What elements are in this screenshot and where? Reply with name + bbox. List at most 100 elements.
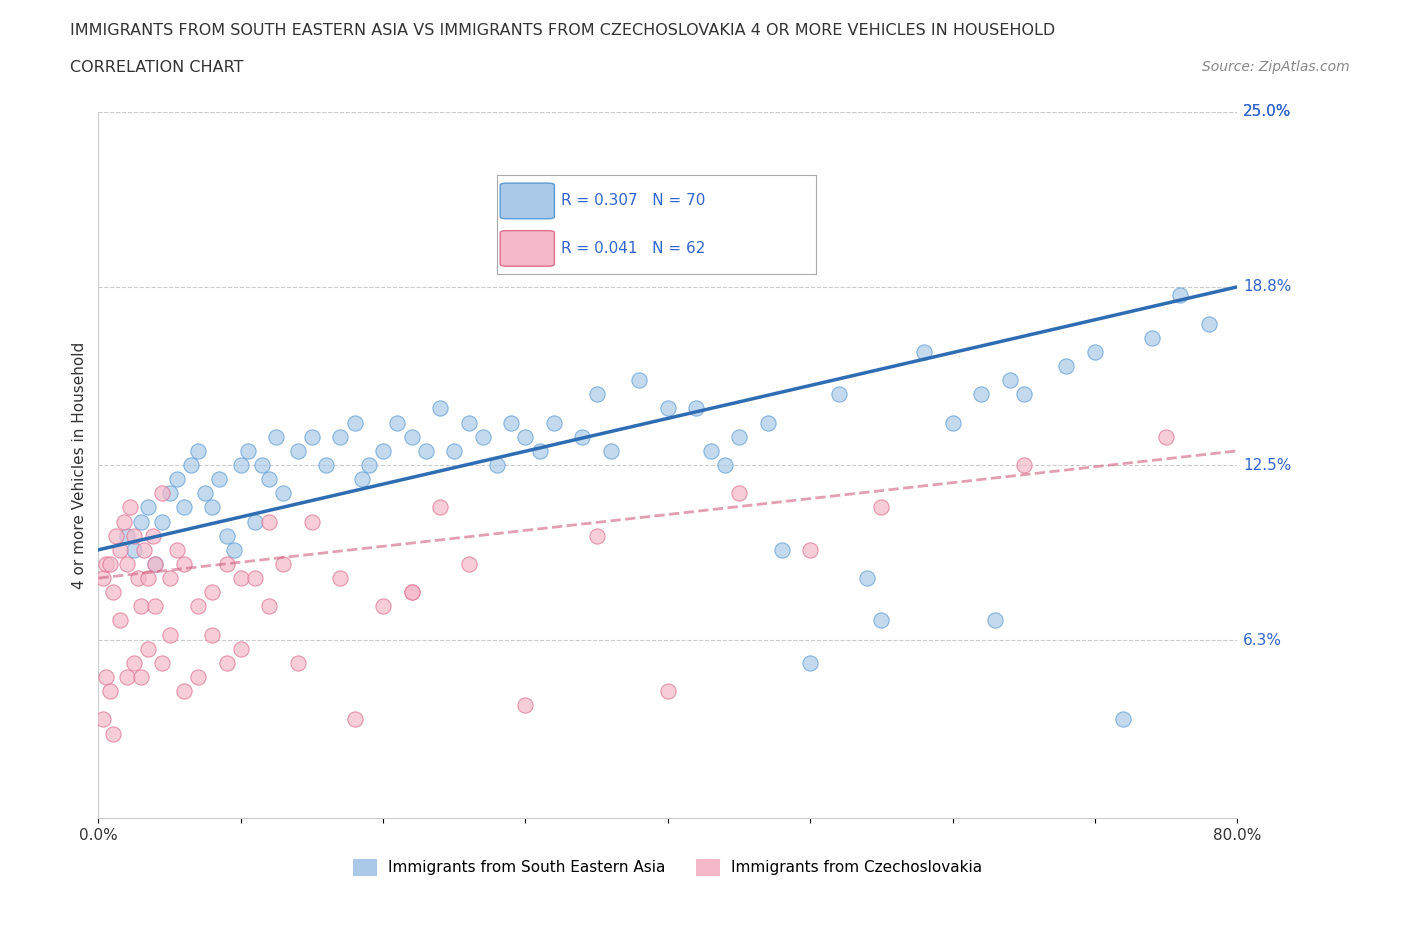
Point	[122, 542, 145, 557]
Point	[259, 599, 281, 614]
Point	[187, 670, 209, 684]
Legend: Immigrants from South Eastern Asia, Immigrants from Czechoslovakia: Immigrants from South Eastern Asia, Immi…	[347, 853, 988, 882]
Point	[136, 642, 159, 657]
Point	[115, 670, 138, 684]
Point	[329, 571, 352, 586]
Point	[529, 444, 551, 458]
Point	[371, 599, 394, 614]
Point	[457, 556, 479, 571]
Point	[728, 485, 751, 500]
Point	[856, 571, 879, 586]
Point	[243, 571, 266, 586]
Point	[115, 528, 138, 543]
Point	[343, 712, 366, 727]
Point	[91, 712, 114, 727]
Point	[870, 500, 893, 515]
Point	[685, 401, 707, 416]
Point	[429, 500, 451, 515]
Point	[159, 627, 181, 642]
Point	[870, 613, 893, 628]
Text: CORRELATION CHART: CORRELATION CHART	[70, 60, 243, 75]
Point	[266, 430, 288, 445]
Point	[699, 444, 721, 458]
Point	[236, 444, 259, 458]
Point	[371, 444, 394, 458]
Point	[173, 684, 195, 698]
Point	[152, 485, 174, 500]
Point	[101, 726, 124, 741]
Point	[259, 472, 281, 486]
Point	[136, 500, 159, 515]
Point	[1056, 359, 1078, 374]
Point	[600, 444, 623, 458]
Point	[1112, 712, 1135, 727]
Point	[756, 415, 779, 430]
Point	[1170, 288, 1192, 303]
Point	[145, 556, 167, 571]
Point	[250, 458, 273, 472]
Point	[443, 444, 465, 458]
Point	[486, 458, 509, 472]
Point	[401, 430, 423, 445]
Point	[1012, 387, 1035, 402]
Point	[828, 387, 851, 402]
Point	[1140, 330, 1163, 345]
Point	[98, 556, 121, 571]
Point	[201, 627, 224, 642]
Point	[122, 528, 145, 543]
Point	[222, 542, 245, 557]
Point	[912, 344, 935, 359]
Text: IMMIGRANTS FROM SOUTH EASTERN ASIA VS IMMIGRANTS FROM CZECHOSLOVAKIA 4 OR MORE V: IMMIGRANTS FROM SOUTH EASTERN ASIA VS IM…	[70, 23, 1056, 38]
Point	[543, 415, 565, 430]
Point	[127, 571, 149, 586]
Point	[122, 656, 145, 671]
Point	[1012, 458, 1035, 472]
Point	[215, 656, 238, 671]
Point	[970, 387, 993, 402]
Point	[728, 430, 751, 445]
Point	[1084, 344, 1107, 359]
Text: 6.3%: 6.3%	[1243, 632, 1282, 648]
Point	[343, 415, 366, 430]
Point	[173, 556, 195, 571]
Point	[273, 485, 295, 500]
Text: 12.5%: 12.5%	[1243, 458, 1291, 472]
Point	[998, 373, 1021, 388]
Point	[515, 430, 537, 445]
Y-axis label: 4 or more Vehicles in Household: 4 or more Vehicles in Household	[72, 341, 87, 589]
Point	[132, 542, 155, 557]
Text: 25.0%: 25.0%	[1243, 104, 1291, 119]
Point	[457, 415, 479, 430]
Point	[657, 684, 679, 698]
Point	[770, 542, 793, 557]
Point	[301, 430, 323, 445]
Point	[208, 472, 231, 486]
Point	[166, 472, 188, 486]
Point	[108, 613, 131, 628]
Text: Source: ZipAtlas.com: Source: ZipAtlas.com	[1202, 60, 1350, 74]
Point	[942, 415, 965, 430]
Point	[173, 500, 195, 515]
Point	[166, 542, 188, 557]
Point	[187, 599, 209, 614]
Point	[329, 430, 352, 445]
Point	[136, 571, 159, 586]
Point	[415, 444, 437, 458]
Point	[401, 585, 423, 600]
Point	[387, 415, 409, 430]
Point	[273, 556, 295, 571]
Point	[229, 571, 252, 586]
Point	[145, 556, 167, 571]
Point	[714, 458, 737, 472]
Point	[108, 542, 131, 557]
Point	[194, 485, 217, 500]
Point	[215, 556, 238, 571]
Point	[259, 514, 281, 529]
Point	[98, 684, 121, 698]
Point	[94, 556, 117, 571]
Point	[180, 458, 202, 472]
Point	[129, 599, 152, 614]
Text: 18.8%: 18.8%	[1243, 279, 1291, 295]
Point	[159, 571, 181, 586]
Point	[287, 444, 309, 458]
